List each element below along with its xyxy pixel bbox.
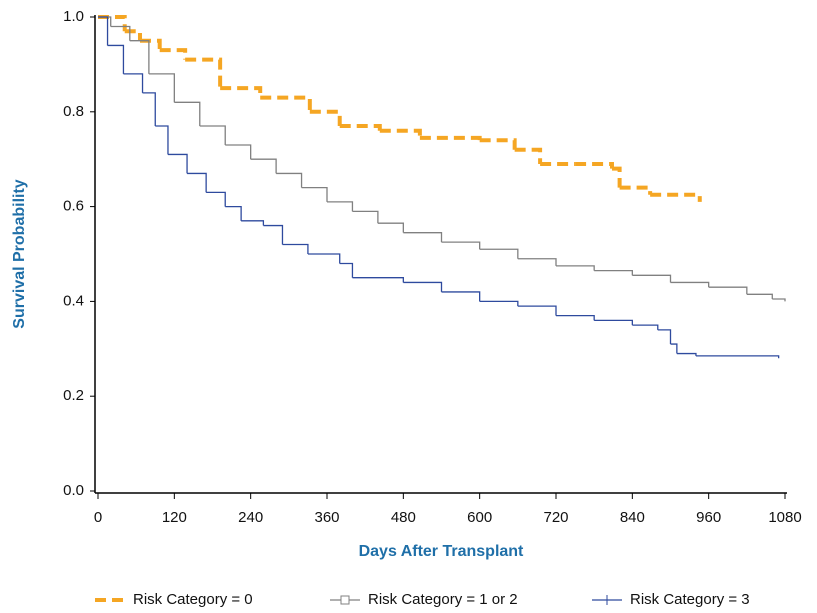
survival-step <box>611 166 622 188</box>
survival-step <box>708 286 748 295</box>
survival-step <box>632 274 672 283</box>
x-tick-label: 960 <box>696 509 721 526</box>
survival-step <box>441 241 481 250</box>
survival-step <box>123 73 144 93</box>
survival-step <box>185 57 223 89</box>
survival-step <box>148 73 175 103</box>
legend-label: Risk Category = 0 <box>133 591 253 608</box>
survival-step <box>339 124 382 131</box>
survival-step <box>309 109 342 127</box>
survival-step <box>107 44 125 74</box>
survival-step <box>174 101 201 127</box>
survival-step <box>632 324 659 330</box>
survival-step <box>187 172 207 193</box>
y-tick-label: 0.6 <box>63 198 84 215</box>
survival-step <box>379 128 422 138</box>
survival-step <box>276 172 303 188</box>
survival-step <box>594 269 633 276</box>
survival-step <box>517 305 557 316</box>
survival-step <box>159 48 188 60</box>
survival-step <box>575 161 614 169</box>
survival-step <box>619 185 653 195</box>
survival-step <box>441 291 481 302</box>
survival-step <box>650 192 702 202</box>
survival-step <box>352 277 404 283</box>
survival-step <box>199 125 226 145</box>
y-tick-label: 0.0 <box>63 482 84 499</box>
survival-step <box>352 210 379 224</box>
survival-step <box>517 258 557 266</box>
survival-step <box>129 40 150 74</box>
legend-marker <box>340 595 350 605</box>
survival-step <box>155 125 169 155</box>
survival-step <box>282 243 309 254</box>
x-axis-title: Days After Transplant <box>359 543 524 560</box>
survival-step <box>479 300 519 307</box>
survival-step <box>241 220 265 226</box>
legend-label: Risk Category = 3 <box>630 591 750 608</box>
survival-step <box>594 319 633 326</box>
survival-step <box>225 205 242 221</box>
survival-step <box>676 352 697 356</box>
y-axis-title: Survival Probability <box>11 179 28 328</box>
x-tick-label: 0 <box>94 509 102 526</box>
y-tick-label: 0.4 <box>63 292 84 309</box>
survival-step <box>556 265 595 271</box>
survival-step <box>225 144 252 160</box>
survival-step <box>98 16 109 46</box>
survival-step <box>263 224 284 245</box>
survival-step <box>206 191 226 207</box>
survival-step <box>139 38 162 51</box>
survival-step <box>339 262 354 278</box>
survival-step <box>327 201 354 212</box>
x-tick-label: 360 <box>314 509 339 526</box>
survival-step <box>419 135 482 141</box>
x-tick-label: 240 <box>238 509 263 526</box>
survival-step <box>670 343 678 354</box>
survival-step <box>124 29 142 41</box>
survival-step <box>220 86 263 98</box>
x-tick-label: 120 <box>162 509 187 526</box>
survival-step <box>142 92 156 127</box>
legend-label: Risk Category = 1 or 2 <box>368 591 518 608</box>
survival-step <box>772 298 786 302</box>
survival-step <box>403 281 443 292</box>
survival-step <box>479 248 519 259</box>
survival-step <box>670 281 710 288</box>
x-tick-label: 720 <box>543 509 568 526</box>
y-tick-label: 0.8 <box>63 103 84 120</box>
y-tick-label: 1.0 <box>63 8 84 25</box>
survival-step <box>260 95 312 112</box>
survival-step <box>307 253 341 264</box>
survival-step <box>695 355 780 359</box>
x-tick-label: 1080 <box>768 509 801 526</box>
survival-step <box>403 232 443 243</box>
survival-step <box>746 293 773 300</box>
survival-step <box>377 222 404 233</box>
survival-step <box>556 314 595 321</box>
y-tick-label: 0.2 <box>63 387 84 404</box>
survival-step <box>167 153 188 174</box>
survival-step <box>657 329 672 345</box>
x-tick-label: 840 <box>620 509 645 526</box>
survival-step <box>110 25 131 41</box>
survival-step <box>514 147 543 164</box>
survival-step <box>301 186 328 202</box>
survival-step <box>479 138 517 150</box>
x-tick-label: 600 <box>467 509 492 526</box>
survival-step <box>250 158 277 174</box>
x-tick-label: 480 <box>391 509 416 526</box>
